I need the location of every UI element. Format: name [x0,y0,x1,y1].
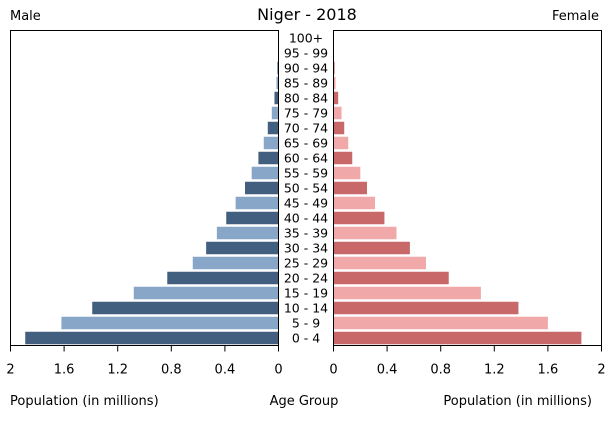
female-bar [333,286,481,300]
female-tick-label: 1.6 [538,363,559,378]
male-bar [263,136,279,150]
male-bar [226,211,279,225]
male-bar [277,61,279,75]
female-axis-ticks: 0 0.4 0.8 1.2 1.6 2 [329,345,606,378]
male-bar [206,241,279,255]
age-group-label: 80 - 84 [284,91,328,106]
male-bars [25,31,279,345]
male-axis-ticks: 0 0.4 0.8 1.2 1.6 2 [6,345,283,378]
male-side-label: Male [10,9,41,24]
age-group-axis-title: Age Group [270,394,339,409]
age-group-label: 100+ [289,31,323,46]
female-bar [333,121,345,135]
male-tick-label: 1.6 [54,363,75,378]
age-group-label: 85 - 89 [284,76,328,91]
age-group-label: 35 - 39 [284,226,328,241]
female-tick-label: 1.2 [484,363,505,378]
male-bar [25,331,279,345]
age-group-label: 0 - 4 [292,331,320,346]
male-axis-title: Population (in millions) [10,394,159,409]
male-bar [245,181,279,195]
female-bar [333,106,342,120]
male-bar [167,271,279,285]
age-group-label: 15 - 19 [284,286,328,301]
female-bar [333,211,385,225]
age-group-label: 75 - 79 [284,106,328,121]
age-group-label: 70 - 74 [284,121,328,136]
male-tick-label: 1.2 [107,363,128,378]
female-bar [333,331,582,345]
age-group-label: 65 - 69 [284,136,328,151]
age-group-label: 25 - 29 [284,256,328,271]
female-bar [333,61,335,75]
age-group-label: 60 - 64 [284,151,328,166]
female-bar [333,91,339,105]
female-axis-title: Population (in millions) [443,394,592,409]
male-bar [192,256,279,270]
male-tick-label: 0 [274,363,282,378]
male-bar [235,196,279,210]
age-group-label: 5 - 9 [292,316,320,331]
male-tick-label: 0.8 [161,363,182,378]
age-group-label: 20 - 24 [284,271,328,286]
male-bar [216,226,279,240]
male-bar [274,91,279,105]
age-group-label: 40 - 44 [284,211,328,226]
age-group-label: 95 - 99 [284,46,328,61]
female-side-label: Female [552,9,599,24]
female-bar [333,136,349,150]
male-tick-label: 0.4 [215,363,236,378]
female-bar [333,151,353,165]
male-tick-label: 2 [6,363,14,378]
male-bar [271,106,279,120]
female-bar [333,301,519,315]
female-tick-label: 0.8 [430,363,451,378]
male-bar [267,121,279,135]
female-bar [333,181,367,195]
male-bar [258,151,279,165]
age-group-label: 50 - 54 [284,181,328,196]
female-tick-label: 2 [597,363,605,378]
male-bar [61,316,279,330]
female-bar [333,76,336,90]
female-bar [333,241,410,255]
male-plot-frame [10,30,279,346]
age-group-label: 10 - 14 [284,301,328,316]
female-bar [333,226,397,240]
female-tick-label: 0 [329,363,337,378]
male-bar [133,286,279,300]
male-bar [251,166,279,180]
female-bar [333,166,361,180]
age-group-label: 30 - 34 [284,241,328,256]
age-group-label: 90 - 94 [284,61,328,76]
female-bars [333,31,582,345]
age-group-label: 45 - 49 [284,196,328,211]
female-bar [333,256,426,270]
male-bar [276,76,279,90]
age-group-label: 55 - 59 [284,166,328,181]
female-bar [333,316,548,330]
female-bar [333,271,449,285]
female-bar [333,196,376,210]
male-bar [92,301,279,315]
female-plot-frame [333,30,602,346]
female-tick-label: 0.4 [377,363,398,378]
chart-title: Niger - 2018 [257,5,357,24]
